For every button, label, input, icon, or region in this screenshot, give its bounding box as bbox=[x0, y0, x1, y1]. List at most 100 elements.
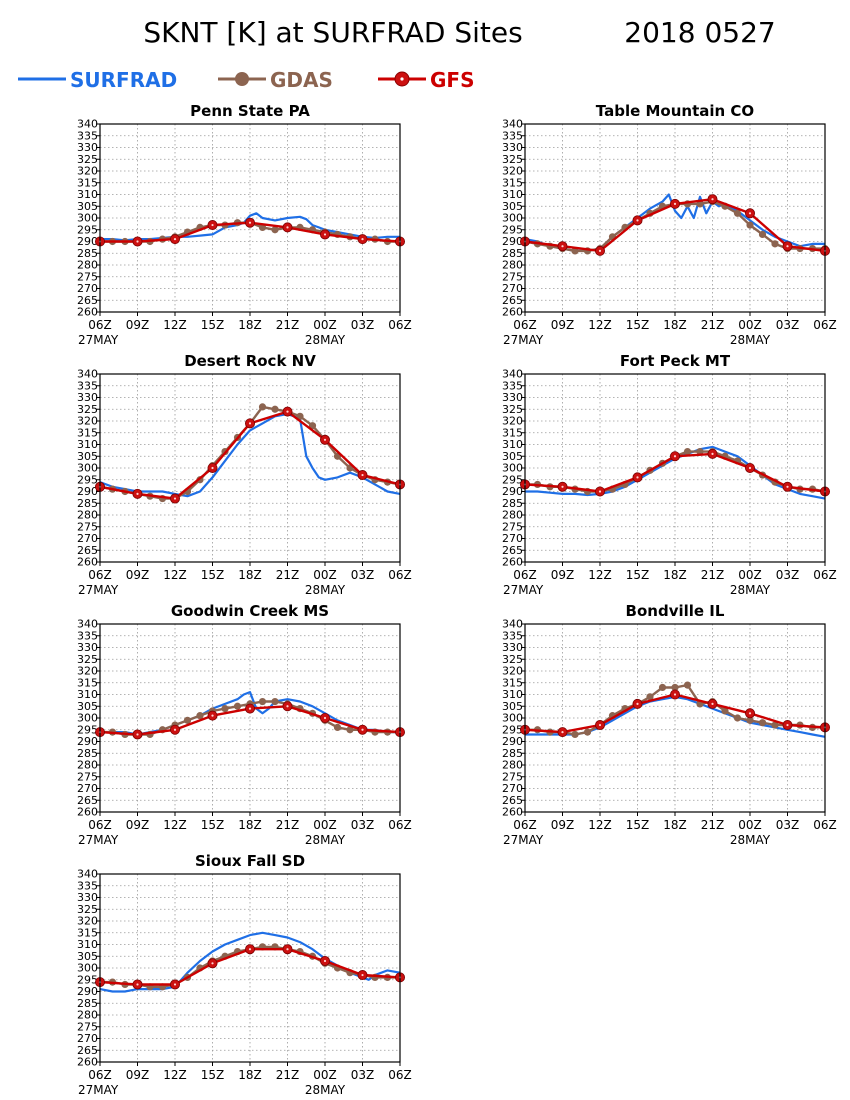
y-tick-label: 265 bbox=[77, 794, 98, 807]
y-tick-label: 280 bbox=[502, 759, 523, 772]
y-tick-label: 320 bbox=[77, 415, 98, 428]
y-tick-label: 325 bbox=[77, 653, 98, 666]
x-tick-label: 03Z bbox=[351, 818, 375, 832]
x-date-label: 27MAY bbox=[78, 833, 119, 847]
point-gdas bbox=[771, 240, 779, 248]
point-gfs-dot bbox=[361, 238, 364, 241]
x-tick-label: 09Z bbox=[551, 318, 575, 332]
series-line-surfrad bbox=[99, 412, 401, 498]
plot-frame bbox=[99, 373, 401, 563]
x-tick-label: 06Z bbox=[88, 818, 112, 832]
y-tick-label: 320 bbox=[77, 165, 98, 178]
y-tick-label: 280 bbox=[502, 259, 523, 272]
point-gdas bbox=[646, 693, 654, 701]
point-gdas bbox=[258, 403, 267, 411]
x-tick-label: 09Z bbox=[126, 818, 150, 832]
x-date-label: 28MAY bbox=[305, 1083, 346, 1097]
x-tick-label: 12Z bbox=[588, 318, 612, 332]
y-tick-label: 300 bbox=[502, 712, 523, 725]
point-gfs-dot bbox=[673, 693, 677, 696]
point-gfs-dot bbox=[136, 240, 139, 243]
point-gdas bbox=[671, 683, 679, 692]
y-tick-label: 335 bbox=[77, 379, 98, 392]
point-gfs-dot bbox=[711, 452, 714, 455]
point-gfs-dot bbox=[561, 731, 564, 734]
x-date-label: 28MAY bbox=[730, 583, 771, 597]
y-tick-label: 335 bbox=[502, 129, 523, 142]
y-tick-label: 270 bbox=[77, 282, 98, 295]
point-gfs-dot bbox=[361, 728, 364, 731]
y-tick-label: 275 bbox=[77, 770, 98, 783]
y-tick-label: 290 bbox=[77, 235, 98, 248]
plot-frame bbox=[99, 123, 401, 313]
point-gfs-dot bbox=[136, 983, 139, 986]
y-tick-label: 265 bbox=[502, 544, 523, 557]
x-tick-label: 00Z bbox=[313, 568, 337, 582]
y-tick-label: 325 bbox=[77, 403, 98, 416]
y-tick-label: 290 bbox=[502, 235, 523, 248]
x-tick-label: 18Z bbox=[663, 568, 687, 582]
x-tick-label: 06Z bbox=[513, 568, 537, 582]
point-gfs-dot bbox=[173, 983, 177, 986]
y-tick-label: 305 bbox=[77, 950, 98, 963]
point-gfs-dot bbox=[323, 233, 327, 236]
y-tick-label: 285 bbox=[77, 747, 98, 760]
point-gfs-dot bbox=[211, 223, 214, 227]
y-tick-label: 300 bbox=[77, 712, 98, 725]
x-tick-label: 09Z bbox=[126, 1068, 150, 1082]
y-tick-label: 265 bbox=[77, 294, 98, 307]
y-tick-label: 335 bbox=[502, 379, 523, 392]
legend-marker-gdas bbox=[235, 72, 249, 86]
y-tick-label: 290 bbox=[502, 735, 523, 748]
point-gfs-dot bbox=[598, 490, 602, 493]
point-gfs-dot bbox=[136, 733, 139, 736]
y-tick-label: 295 bbox=[77, 973, 98, 986]
x-date-label: 27MAY bbox=[78, 1083, 119, 1097]
y-tick-label: 280 bbox=[77, 509, 98, 522]
x-tick-label: 15Z bbox=[201, 318, 225, 332]
y-tick-label: 285 bbox=[77, 997, 98, 1010]
x-tick-label: 06Z bbox=[88, 318, 112, 332]
y-tick-label: 285 bbox=[502, 747, 523, 760]
point-gdas bbox=[658, 683, 667, 692]
y-tick-label: 305 bbox=[502, 450, 523, 463]
y-tick-label: 330 bbox=[77, 391, 98, 404]
point-gfs-dot bbox=[561, 485, 564, 488]
point-gfs-dot bbox=[136, 492, 139, 495]
y-tick-label: 280 bbox=[77, 759, 98, 772]
y-tick-label: 285 bbox=[77, 247, 98, 260]
y-tick-label: 310 bbox=[502, 438, 523, 451]
x-tick-label: 21Z bbox=[701, 568, 725, 582]
x-tick-label: 15Z bbox=[201, 1068, 225, 1082]
x-tick-label: 09Z bbox=[551, 568, 575, 582]
point-gfs-dot bbox=[211, 466, 214, 470]
point-gdas bbox=[233, 702, 242, 710]
y-tick-label: 325 bbox=[502, 153, 523, 166]
y-tick-label: 295 bbox=[77, 473, 98, 486]
x-tick-label: 21Z bbox=[701, 318, 725, 332]
y-tick-label: 335 bbox=[77, 879, 98, 892]
x-tick-label: 21Z bbox=[276, 818, 300, 832]
x-tick-label: 06Z bbox=[813, 318, 837, 332]
point-gfs-dot bbox=[598, 723, 602, 727]
y-tick-label: 330 bbox=[77, 641, 98, 654]
point-gfs-dot bbox=[361, 473, 364, 477]
plot-frame bbox=[524, 373, 826, 563]
y-tick-label: 310 bbox=[502, 188, 523, 201]
x-date-label: 27MAY bbox=[78, 333, 119, 347]
point-gfs-dot bbox=[673, 202, 677, 205]
x-tick-label: 03Z bbox=[776, 818, 800, 832]
x-tick-label: 06Z bbox=[388, 568, 412, 582]
x-date-label: 28MAY bbox=[730, 833, 771, 847]
y-tick-label: 325 bbox=[77, 153, 98, 166]
x-tick-label: 18Z bbox=[238, 318, 262, 332]
y-tick-label: 320 bbox=[502, 665, 523, 678]
point-gdas bbox=[258, 697, 267, 706]
x-tick-label: 03Z bbox=[776, 568, 800, 582]
y-tick-label: 260 bbox=[502, 806, 523, 819]
y-tick-label: 295 bbox=[502, 723, 523, 736]
panel-title: Fort Peck MT bbox=[620, 352, 731, 370]
point-gdas bbox=[296, 412, 304, 420]
point-gfs-dot bbox=[173, 497, 177, 500]
x-tick-label: 00Z bbox=[738, 318, 762, 332]
